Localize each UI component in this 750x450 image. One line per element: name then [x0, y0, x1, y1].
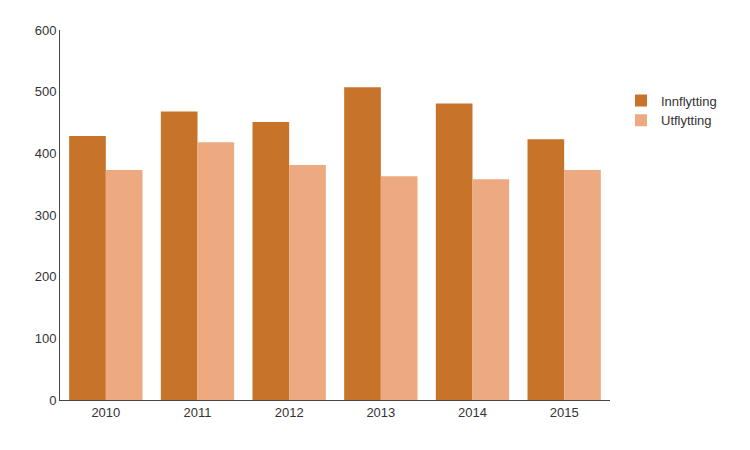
svg-text:600: 600: [35, 23, 57, 38]
svg-text:2012: 2012: [275, 405, 304, 420]
svg-text:100: 100: [35, 331, 57, 346]
svg-text:2013: 2013: [366, 405, 395, 420]
svg-text:Innflytting: Innflytting: [661, 94, 717, 109]
svg-text:2011: 2011: [184, 405, 212, 420]
svg-text:300: 300: [35, 208, 57, 223]
svg-text:2010: 2010: [91, 405, 120, 420]
svg-text:2015: 2015: [550, 405, 579, 420]
svg-text:400: 400: [35, 146, 57, 161]
svg-text:0: 0: [49, 393, 56, 408]
svg-text:Utflytting: Utflytting: [661, 113, 712, 128]
svg-text:500: 500: [35, 84, 57, 99]
svg-text:2014: 2014: [458, 405, 487, 420]
svg-text:200: 200: [35, 269, 57, 284]
